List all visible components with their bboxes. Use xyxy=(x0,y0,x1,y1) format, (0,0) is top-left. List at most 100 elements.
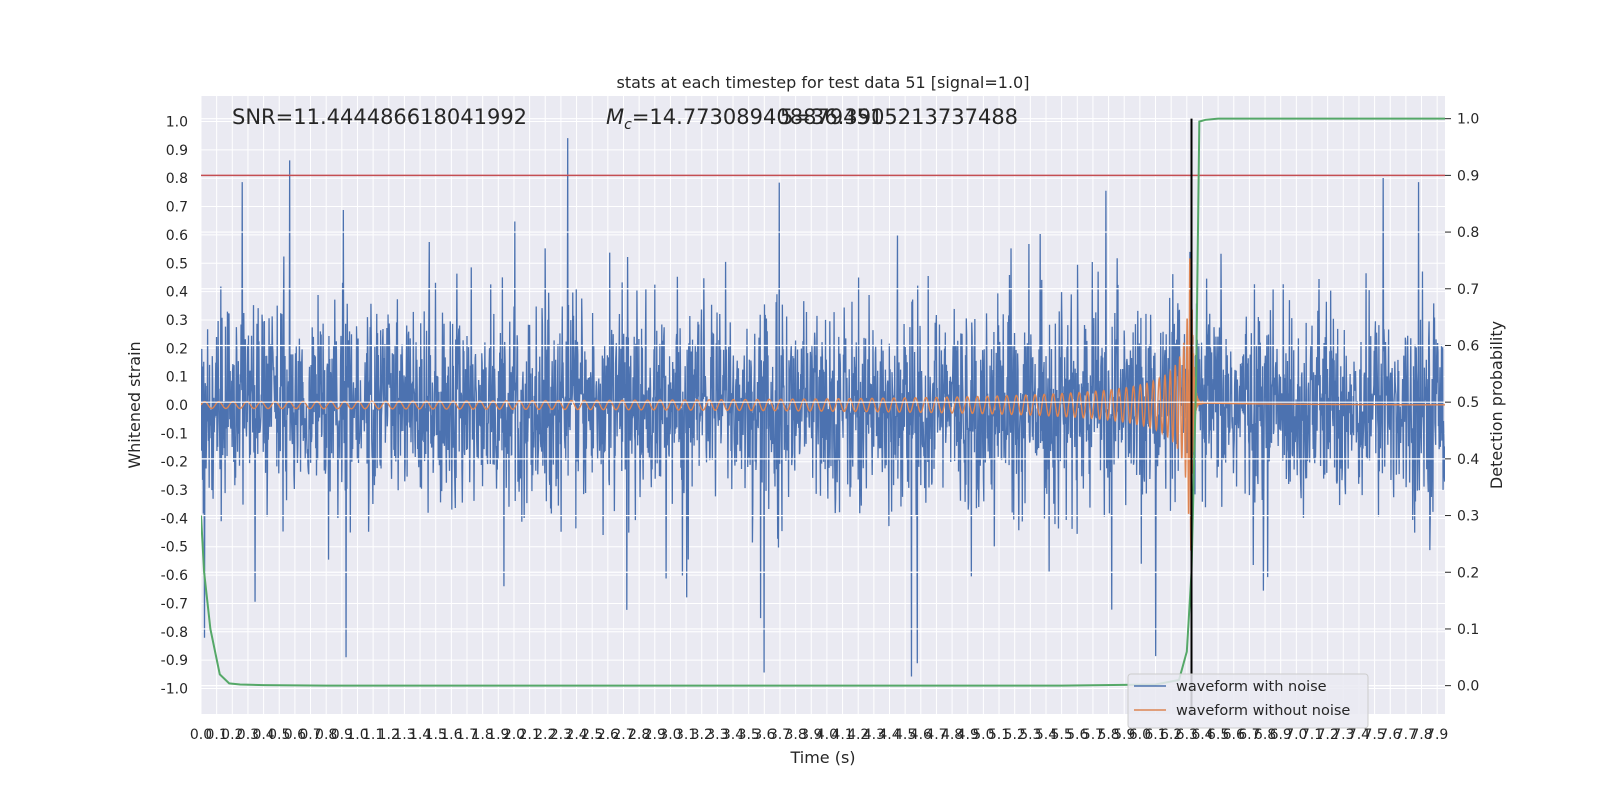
y-tick-label: 0.4 xyxy=(166,285,188,301)
x-tick-label: 1.8 xyxy=(472,727,494,743)
x-tick-label: 3.8 xyxy=(784,727,806,743)
x-tick-label: 6.0 xyxy=(1129,727,1151,743)
x-tick-label: 1.1 xyxy=(362,727,384,743)
y-tick-label: -0.2 xyxy=(161,455,188,471)
x-tick-label: 6.8 xyxy=(1254,727,1276,743)
x-tick-label: 2.9 xyxy=(644,727,666,743)
y2-tick-label: 0.5 xyxy=(1457,395,1479,411)
x-tick-label: 4.8 xyxy=(941,727,963,743)
y2-tick-label: 0.0 xyxy=(1457,679,1479,695)
x-tick-label: 4.4 xyxy=(878,727,900,743)
y-tick-label: 0.2 xyxy=(166,341,188,357)
series-detection-probability xyxy=(201,117,1445,687)
x-tick-label: 2.4 xyxy=(565,727,587,743)
x-tick-label: 0.8 xyxy=(315,727,337,743)
x-tick-label: 0.3 xyxy=(237,727,259,743)
x-tick-label: 3.9 xyxy=(800,727,822,743)
y-tick-label: 0.8 xyxy=(166,171,188,187)
y-tick-label: 1.0 xyxy=(166,115,188,131)
y2-tick-labels: 0.0 0.1 0.2 0.3 0.4 0.5 0.6 0.7 0.8 0.9 1.0 xyxy=(1445,112,1479,695)
x-tick-label: 6.1 xyxy=(1144,727,1166,743)
x-tick-label: 3.4 xyxy=(722,727,744,743)
x-tick-label: 2.1 xyxy=(518,727,540,743)
x-tick-label: 1.6 xyxy=(440,727,462,743)
x-tick-label: 0.5 xyxy=(268,727,290,743)
x-tick-label: 6.7 xyxy=(1238,727,1260,743)
x-tick-label: 7.9 xyxy=(1426,727,1448,743)
x-tick-label: 4.6 xyxy=(910,727,932,743)
x-tick-label: 3.7 xyxy=(769,727,791,743)
y-tick-labels: -1.0 -0.9 -0.8 -0.7 -0.6 -0.5 -0.4 -0.3 -0.2 -0.1… xyxy=(161,115,188,698)
x-tick-label: 7.3 xyxy=(1332,727,1354,743)
x-axis-label: Time (s) xyxy=(789,748,855,767)
x-tick-label: 0.2 xyxy=(221,727,243,743)
x-tick-label: 5.6 xyxy=(1066,727,1088,743)
series-waveform-without-noise xyxy=(201,258,1445,551)
x-tick-label: 6.2 xyxy=(1160,727,1182,743)
chirp-mass-annotation: Mc=14.773089408879451 xyxy=(606,105,883,133)
x-tick-label: 3.6 xyxy=(753,727,775,743)
legend-label-clean: waveform without noise xyxy=(1176,703,1350,719)
x-tick-label: 3.5 xyxy=(738,727,760,743)
x-tick-label: 7.7 xyxy=(1395,727,1417,743)
x-tick-label: 0.7 xyxy=(299,727,321,743)
y-tick-label: -0.6 xyxy=(161,568,188,584)
y2-tick-label: 0.1 xyxy=(1457,622,1479,638)
y2-axis-label: Detection probability xyxy=(1487,321,1506,489)
y-tick-label: -0.4 xyxy=(161,511,188,527)
x-tick-label: 2.2 xyxy=(534,727,556,743)
mc-symbol: M xyxy=(606,105,624,129)
x-tick-label: 0.6 xyxy=(284,727,306,743)
x-tick-label: 7.0 xyxy=(1285,727,1307,743)
x-tick-label: 2.7 xyxy=(612,727,634,743)
y2-tick-label: 0.8 xyxy=(1457,225,1479,241)
x-tick-label: 0.1 xyxy=(206,727,228,743)
snr-annotation: SNR=11.444486618041992 xyxy=(232,105,527,129)
y-axis-label: Whitened strain xyxy=(125,341,144,468)
legend-box xyxy=(1127,673,1369,729)
y2-tick-label: 1.0 xyxy=(1457,112,1479,128)
x-tick-label: 3.2 xyxy=(691,727,713,743)
y-tick-label: -0.7 xyxy=(161,596,188,612)
y-tick-label: -0.3 xyxy=(161,483,188,499)
x-tick-label: 1.9 xyxy=(487,727,509,743)
series-layer xyxy=(201,117,1445,714)
x-tick-label: 2.3 xyxy=(550,727,572,743)
y-tick-label: -0.8 xyxy=(161,625,188,641)
y2-tick-label: 0.3 xyxy=(1457,509,1479,525)
y-tick-label: 0.6 xyxy=(166,228,188,244)
x-tick-label: 5.4 xyxy=(1035,727,1057,743)
series-waveform-with-noise xyxy=(201,138,1445,677)
x-tick-label: 1.5 xyxy=(425,727,447,743)
x-tick-label: 6.6 xyxy=(1223,727,1245,743)
chart-title: stats at each timestep for test data 51 … xyxy=(617,73,1030,92)
x-tick-label: 7.8 xyxy=(1410,727,1432,743)
x-tick-label: 2.6 xyxy=(597,727,619,743)
x-tick-label: 4.3 xyxy=(863,727,885,743)
y-tick-label: 0.1 xyxy=(166,370,188,386)
x-tick-label: 1.0 xyxy=(346,727,368,743)
x-tick-label: 2.0 xyxy=(503,727,525,743)
x-tick-label: 5.7 xyxy=(1082,727,1104,743)
y-tick-label: 0.7 xyxy=(166,200,188,216)
x-tick-label: 7.2 xyxy=(1317,727,1339,743)
x-tick-label: 3.1 xyxy=(675,727,697,743)
x-tick-label: 3.0 xyxy=(659,727,681,743)
x-tick-label: 5.3 xyxy=(1019,727,1041,743)
plot-area xyxy=(201,117,1445,714)
x-tick-label: 5.0 xyxy=(972,727,994,743)
y2-tick-label: 0.9 xyxy=(1457,168,1479,184)
y2-tick-label: 0.6 xyxy=(1457,338,1479,354)
x-tick-label: 6.4 xyxy=(1191,727,1213,743)
y-tick-label: 0.5 xyxy=(166,256,188,272)
y-tick-label: 0.0 xyxy=(166,398,188,414)
x-tick-label: 4.9 xyxy=(957,727,979,743)
x-tick-label: 5.1 xyxy=(988,727,1010,743)
x-tick-label: 7.4 xyxy=(1348,727,1370,743)
mc-value: =14.773089408879451 xyxy=(632,105,883,129)
x-tick-label: 5.5 xyxy=(1050,727,1072,743)
x-tick-label: 6.5 xyxy=(1207,727,1229,743)
x-tick-label: 6.9 xyxy=(1270,727,1292,743)
x-tick-label: 4.0 xyxy=(816,727,838,743)
